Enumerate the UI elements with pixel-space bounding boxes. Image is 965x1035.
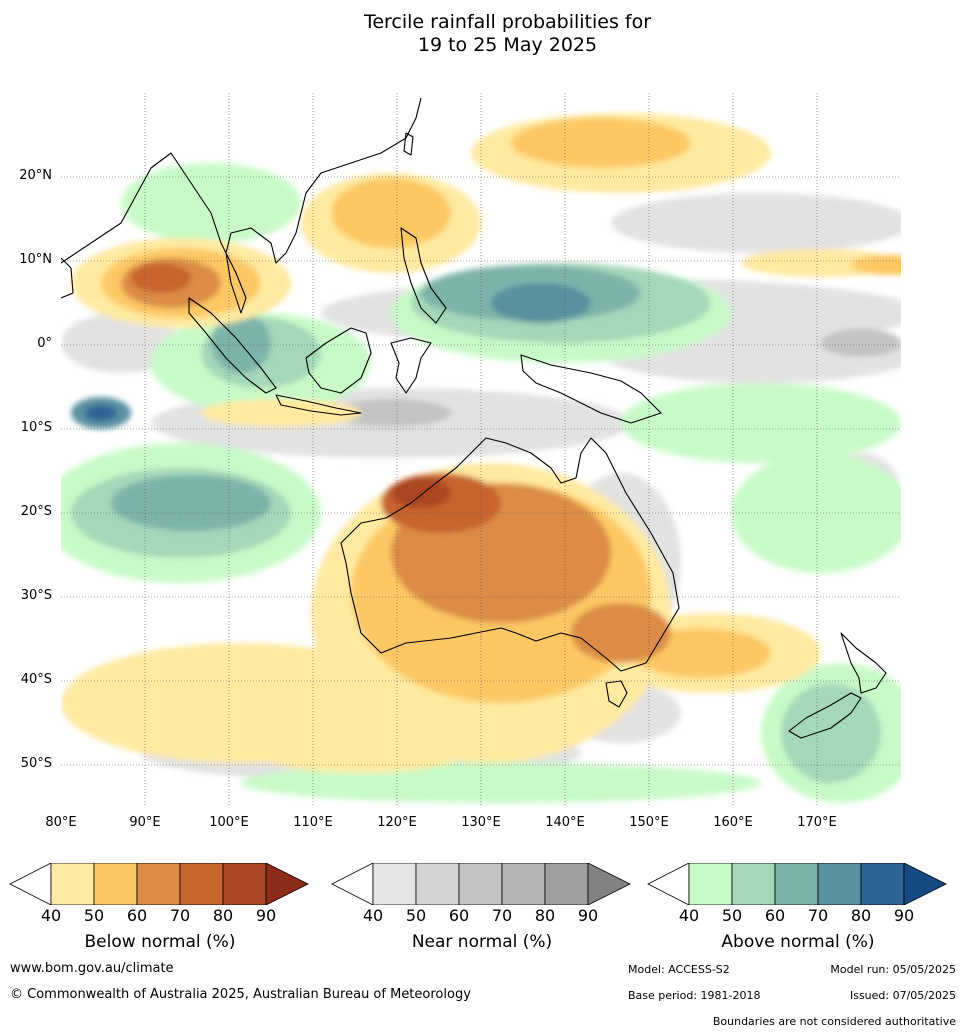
near-normal-strong xyxy=(331,329,901,427)
colorbar-segment xyxy=(179,863,224,905)
colorbar-tick-label: 60 xyxy=(764,906,786,925)
colorbar-segment xyxy=(817,863,862,905)
above-normal-regions xyxy=(61,163,901,803)
sri-lanka-coastline xyxy=(61,257,74,299)
colorbar-tick-label: 40 xyxy=(362,906,384,925)
latitude-label: 10°N xyxy=(19,252,52,267)
colorbar-tick-label: 40 xyxy=(678,906,700,925)
colorbar-extend-low xyxy=(9,863,52,905)
latitude-label: 10°S xyxy=(20,420,52,435)
probability-map xyxy=(61,93,901,807)
model-run-date: Model run: 05/05/2025 xyxy=(830,963,956,976)
colorbar-segment xyxy=(688,863,733,905)
java-coastline xyxy=(275,394,362,416)
colorbar-tick-label: 50 xyxy=(721,906,743,925)
colorbar-tick-label: 60 xyxy=(126,906,148,925)
colorbar-tick-label: 50 xyxy=(405,906,427,925)
latitude-label: 40°S xyxy=(20,672,52,687)
new-guinea-coastline xyxy=(520,354,662,424)
longitude-label: 160°E xyxy=(713,815,753,830)
colorbar-extend-high xyxy=(265,863,309,905)
latitude-label: 20°S xyxy=(20,504,52,519)
colorbar-tick-label: 50 xyxy=(83,906,105,925)
new-zealand-north-coastline xyxy=(840,632,887,694)
base-period: Base period: 1981-2018 xyxy=(628,989,761,1002)
colorbar-tick-label: 90 xyxy=(893,906,915,925)
graticule xyxy=(61,93,901,807)
near-normal-title: Near normal (%) xyxy=(411,932,553,952)
new-zealand-south-coastline xyxy=(788,692,862,739)
latitude-label: 20°N xyxy=(19,168,52,183)
above-normal-title: Above normal (%) xyxy=(721,932,875,952)
coastlines xyxy=(61,97,887,739)
probability-fields xyxy=(61,113,901,803)
latitude-label: 0° xyxy=(37,336,52,351)
colorbar-segment xyxy=(731,863,776,905)
colorbar-tick-label: 80 xyxy=(534,906,556,925)
colorbar-extend-high xyxy=(903,863,947,905)
colorbar-segment xyxy=(774,863,819,905)
australia-coastline xyxy=(340,437,680,672)
colorbar-below-normal xyxy=(9,863,309,905)
longitude-label: 90°E xyxy=(129,815,161,830)
website-link[interactable]: www.bom.gov.au/climate xyxy=(10,961,174,976)
tasmania-coastline xyxy=(605,680,628,708)
longitude-label: 80°E xyxy=(45,815,77,830)
copyright-notice: © Commonwealth of Australia 2025, Austra… xyxy=(10,987,471,1002)
colorbar-segment xyxy=(544,863,589,905)
colorbar-tick-label: 40 xyxy=(40,906,62,925)
longitude-label: 110°E xyxy=(293,815,333,830)
colorbar-tick-label: 80 xyxy=(212,906,234,925)
longitude-label: 100°E xyxy=(209,815,249,830)
colorbar-tick-label: 60 xyxy=(448,906,470,925)
colorbar-tick-label: 70 xyxy=(491,906,513,925)
sulawesi-coastline xyxy=(390,337,432,394)
below-normal-regions xyxy=(61,113,901,773)
map-title-line2: 19 to 25 May 2025 xyxy=(417,34,598,56)
taiwan-coastline xyxy=(403,132,414,156)
colorbar-segment xyxy=(501,863,546,905)
colorbar-above-normal xyxy=(647,863,947,905)
colorbar-tick-label: 90 xyxy=(577,906,599,925)
colorbar-near-normal xyxy=(331,863,631,905)
colorbar-segment xyxy=(222,863,267,905)
colorbar-segment xyxy=(415,863,460,905)
philippines-coastline xyxy=(400,227,447,324)
model-name: Model: ACCESS-S2 xyxy=(628,963,730,976)
sumatra-coastline xyxy=(188,297,277,394)
colorbar-tick-label: 80 xyxy=(850,906,872,925)
boundaries-disclaimer: Boundaries are not considered authoritat… xyxy=(712,1015,956,1028)
map-title-line1: Tercile rainfall probabilities for xyxy=(363,11,652,33)
colorbar-extend-low xyxy=(647,863,690,905)
colorbar-segment xyxy=(136,863,181,905)
latitude-label: 50°S xyxy=(20,756,52,771)
colorbar-segment xyxy=(50,863,95,905)
longitude-label: 150°E xyxy=(629,815,669,830)
colorbar-segment xyxy=(372,863,417,905)
colorbar-tick-label: 70 xyxy=(169,906,191,925)
colorbar-segment xyxy=(458,863,503,905)
colorbar-segment xyxy=(93,863,138,905)
colorbar-tick-label: 90 xyxy=(255,906,277,925)
asia-mainland-coastline xyxy=(61,97,422,314)
longitude-label: 170°E xyxy=(797,815,837,830)
colorbar-extend-low xyxy=(331,863,374,905)
latitude-label: 30°S xyxy=(20,588,52,603)
colorbar-segment xyxy=(860,863,905,905)
longitude-label: 120°E xyxy=(377,815,417,830)
colorbar-extend-high xyxy=(587,863,631,905)
issued-date: Issued: 07/05/2025 xyxy=(849,989,956,1002)
borneo-coastline xyxy=(305,327,372,394)
below-normal-title: Below normal (%) xyxy=(84,932,236,952)
longitude-label: 130°E xyxy=(461,815,501,830)
longitude-label: 140°E xyxy=(545,815,585,830)
colorbar-tick-label: 70 xyxy=(807,906,829,925)
